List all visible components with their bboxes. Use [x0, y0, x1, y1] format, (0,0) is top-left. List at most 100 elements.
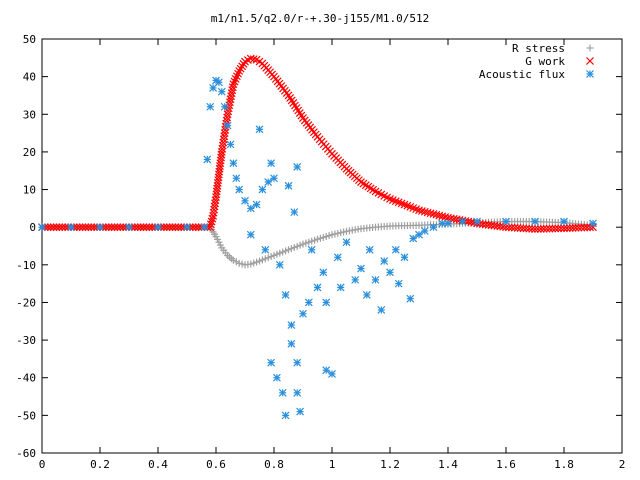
data-point [252, 200, 261, 209]
data-point [227, 92, 236, 101]
data-point [55, 223, 64, 232]
y-tick-label: -60 [16, 447, 36, 460]
data-point [264, 178, 273, 186]
data-point [542, 224, 551, 233]
data-point [218, 144, 227, 153]
data-point [278, 388, 287, 397]
data-point [226, 140, 235, 149]
y-tick-label: 40 [23, 71, 36, 84]
data-point [568, 224, 577, 232]
data-point [162, 223, 171, 232]
data-point [420, 207, 429, 216]
data-point [284, 181, 293, 190]
data-point [225, 101, 234, 110]
data-point [107, 223, 116, 232]
data-point [557, 224, 566, 233]
data-point [272, 373, 281, 382]
data-point [336, 283, 345, 292]
data-point [267, 159, 276, 168]
data-point [142, 223, 151, 232]
data-point [223, 113, 232, 122]
data-point [154, 223, 162, 232]
data-point [415, 230, 423, 239]
data-point [293, 163, 302, 171]
data-point [423, 208, 432, 217]
data-point [191, 223, 200, 232]
data-point [43, 223, 52, 232]
data-point [49, 223, 58, 232]
data-point [539, 224, 548, 233]
data-point [224, 104, 233, 113]
y-tick-label: -30 [16, 334, 36, 347]
y-tick-label: -20 [16, 296, 36, 309]
data-point [464, 217, 473, 226]
data-point [267, 358, 276, 367]
data-point [200, 223, 209, 232]
data-point [159, 223, 168, 232]
legend-label: Acoustic flux [479, 68, 565, 81]
y-tick-label: -10 [16, 259, 36, 272]
axes: 0 0.2 0.4 0.6 0.8 1 1.2 1.4 1.6 1.8 2 -60 -50 -40 -30 -… [16, 33, 625, 471]
data-point [61, 223, 70, 232]
data-point [58, 223, 67, 232]
plot-frame [41, 38, 623, 454]
data-point [444, 219, 452, 228]
data-point [328, 370, 336, 378]
data-point [293, 358, 302, 367]
data-point [90, 223, 99, 232]
data-point [209, 208, 218, 217]
x-tick-label: 1 [329, 458, 336, 471]
data-point [473, 217, 481, 226]
data-point [81, 223, 90, 232]
data-point [145, 223, 154, 232]
data-point [580, 223, 589, 232]
series-g-work [38, 54, 597, 233]
data-point [429, 210, 438, 218]
data-point [177, 223, 186, 232]
x-tick-label: 0.6 [206, 458, 226, 471]
y-tick-label: 10 [23, 184, 36, 197]
x-tick-label: 1.2 [380, 458, 400, 471]
data-point [435, 211, 444, 220]
y-tick-label: 0 [29, 221, 36, 234]
data-point [281, 411, 290, 420]
y-tick-label: 30 [23, 108, 36, 121]
x-tick-label: 0.2 [90, 458, 110, 471]
data-point [246, 230, 255, 239]
data-point [319, 268, 328, 277]
data-point [206, 102, 215, 111]
data-point [574, 223, 583, 232]
data-point [226, 95, 235, 104]
x-tick-label: 0 [39, 458, 46, 471]
data-point [206, 223, 215, 232]
data-point [235, 185, 244, 194]
data-point [562, 224, 571, 233]
data-point [313, 283, 322, 292]
data-point [377, 306, 386, 314]
data-point [400, 253, 409, 262]
data-point [230, 77, 239, 86]
x-tick-label: 0.8 [264, 458, 284, 471]
data-point [139, 223, 148, 232]
legend-marker [586, 57, 594, 65]
legend-label: R stress [512, 42, 565, 55]
data-point [87, 223, 96, 232]
data-point [210, 205, 218, 214]
data-point [125, 223, 133, 232]
data-point [380, 257, 389, 265]
legend-marker [586, 70, 594, 78]
data-point [577, 223, 586, 232]
data-point [386, 268, 394, 277]
data-point [214, 78, 223, 87]
data-point [362, 291, 371, 299]
data-point [432, 210, 441, 219]
data-point [406, 294, 415, 303]
data-point [371, 275, 380, 284]
data-point [528, 224, 537, 233]
data-point [261, 245, 270, 254]
data-point [207, 220, 215, 229]
data-point [46, 223, 55, 232]
data-point [441, 213, 450, 221]
data-point [133, 223, 142, 232]
